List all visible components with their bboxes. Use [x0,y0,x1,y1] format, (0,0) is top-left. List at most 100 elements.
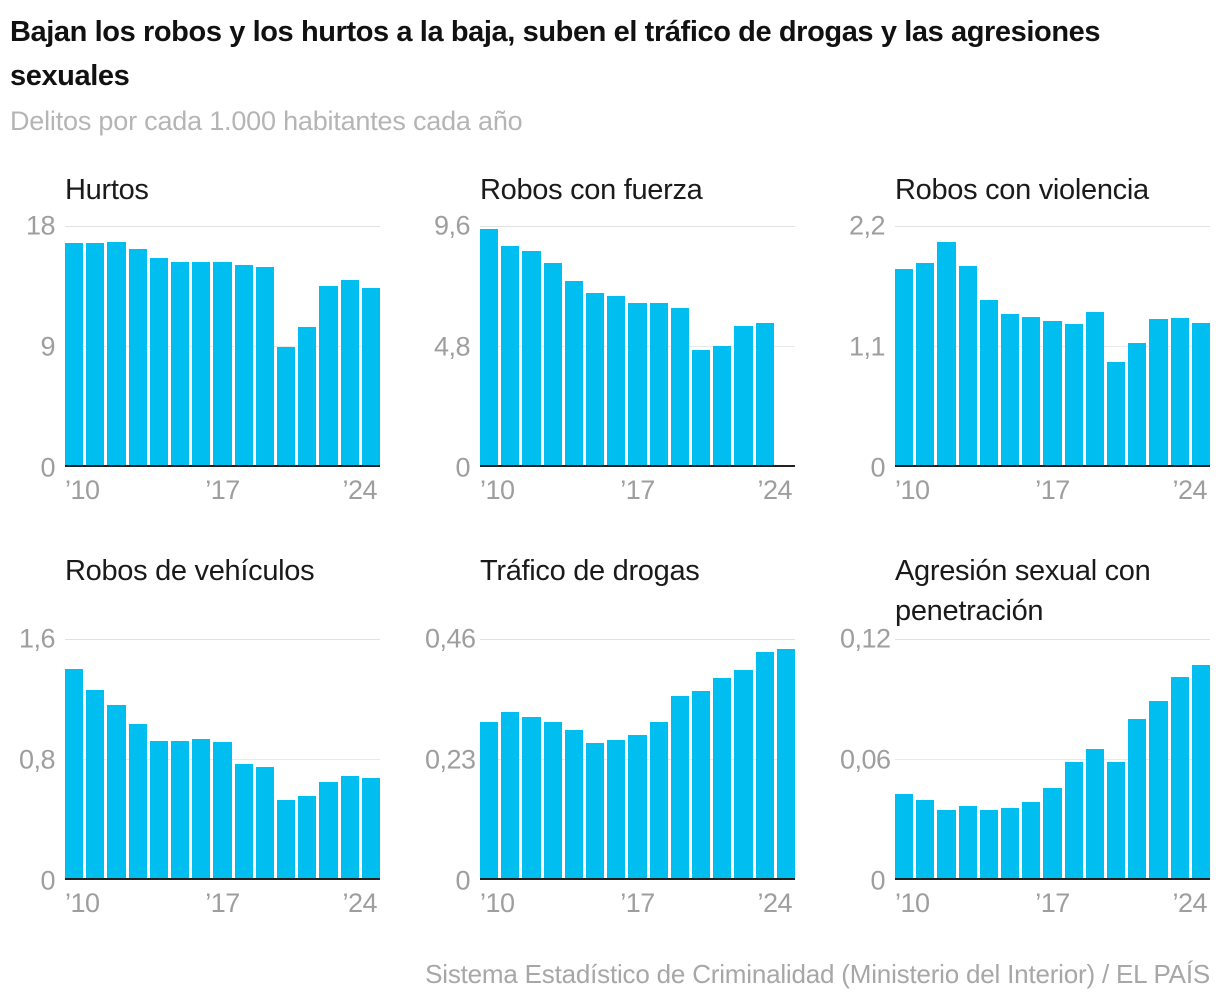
bar [607,740,626,878]
x-axis-labels: ’10 ’17 ’24 [895,880,1210,920]
gridline-max [480,226,795,227]
plot-area [65,226,381,467]
bar-slot [340,226,359,465]
bar-slot [361,226,381,465]
chart-title-box: Agresión sexual con penetración [840,551,1210,639]
bar [1022,802,1041,878]
bar [713,677,732,878]
bar [543,263,562,465]
bar-slot [1128,639,1147,878]
bar [564,280,584,465]
bar [586,742,605,878]
bars-container [65,639,381,878]
bar [480,722,499,878]
bar [734,670,753,878]
bar-slot [1128,226,1147,465]
bar-slot [777,226,795,465]
y-axis-label-zero: 0 [870,865,885,896]
gridline-max [480,639,795,640]
chart-agresion-sexual-con-penetracion: Agresión sexual con penetración 0,12 0,0… [840,551,1211,920]
bar-slot [65,226,84,465]
bar-slot [713,226,732,465]
plot-area [895,639,1211,880]
chart-title-box: Robos con fuerza [425,170,795,226]
x-axis-label-2024: ’24 [1172,475,1207,505]
charts-row-1: Hurtos 18 9 0 ’10 ’17 ’24 [10,170,1211,507]
x-axis-label-2017: ’17 [620,475,655,505]
chart-title: Robos de vehículos [65,555,315,587]
bar [628,735,647,878]
y-axis-label-max: 0,46 [425,623,476,654]
plot-wrap: 1,6 0,8 0 [10,625,381,894]
bar-slot [213,226,232,465]
bar [522,250,541,465]
gridline-max [895,639,1210,640]
x-axis-labels: ’10 ’17 ’24 [895,467,1210,507]
bar-slot [1149,226,1168,465]
bar [895,269,914,465]
bar [107,704,126,878]
bar-slot [734,639,753,878]
bar-slot [1191,226,1211,465]
bar [1022,317,1041,465]
chart-title: Hurtos [65,174,149,206]
page-subtitle: Delitos por cada 1.000 habitantes cada a… [10,106,523,136]
bar-slot [86,226,105,465]
bar [361,777,381,878]
bar [564,729,584,878]
bar [65,668,84,878]
bar-slot [298,639,317,878]
bar [776,649,796,878]
plot-wrap: 18 9 0 [10,212,381,481]
x-axis-label-2010: ’10 [480,475,515,505]
y-axis-label-zero: 0 [455,452,470,483]
bar [586,293,605,465]
bar [255,267,275,465]
gridline-max [65,639,380,640]
bar-slot [649,226,668,465]
bar [713,345,732,465]
bar [670,308,690,465]
chart-robos-con-violencia: Robos con violencia 2,2 1,1 0 ’10 ’17 ’2… [840,170,1211,507]
bar [213,742,232,878]
bars-container [65,226,381,465]
bar-slot [1064,226,1083,465]
bar-slot [607,639,626,878]
bar-slot [86,639,105,878]
bar-slot [480,226,499,465]
bar-slot [107,226,126,465]
bar-slot [298,226,317,465]
bar [86,689,105,878]
bar-slot [586,639,605,878]
bar-slot [958,639,977,878]
bar-slot [916,639,935,878]
x-axis-labels: ’10 ’17 ’24 [480,880,795,920]
bar-slot [586,226,605,465]
x-axis-label-2010: ’10 [65,475,100,505]
chart-title: Robos con fuerza [480,174,703,206]
y-axis-label-zero: 0 [455,865,470,896]
bar-slot [171,226,190,465]
bar [1001,314,1020,465]
bar-slot [755,639,774,878]
chart-hurtos: Hurtos 18 9 0 ’10 ’17 ’24 [10,170,381,507]
y-axis-label-zero: 0 [40,865,55,896]
x-axis-label-2024: ’24 [757,475,792,505]
bar [1128,343,1147,465]
bar [958,266,977,465]
x-axis-label-2017: ’17 [620,888,655,918]
bar-slot [607,226,626,465]
y-axis-label-max: 2,2 [848,210,886,241]
x-axis-label-2024: ’24 [342,475,377,505]
bar-slot [501,226,520,465]
bars-container [480,639,796,878]
charts-grid: Hurtos 18 9 0 ’10 ’17 ’24 [10,170,1211,920]
bar-slot [1170,226,1189,465]
bar [916,800,935,878]
page-title: Bajan los robos y los hurtos a la baja, … [10,16,1101,92]
bar-slot [234,226,253,465]
bar-slot [543,226,562,465]
bar [1085,748,1105,878]
bar-slot [1170,639,1189,878]
